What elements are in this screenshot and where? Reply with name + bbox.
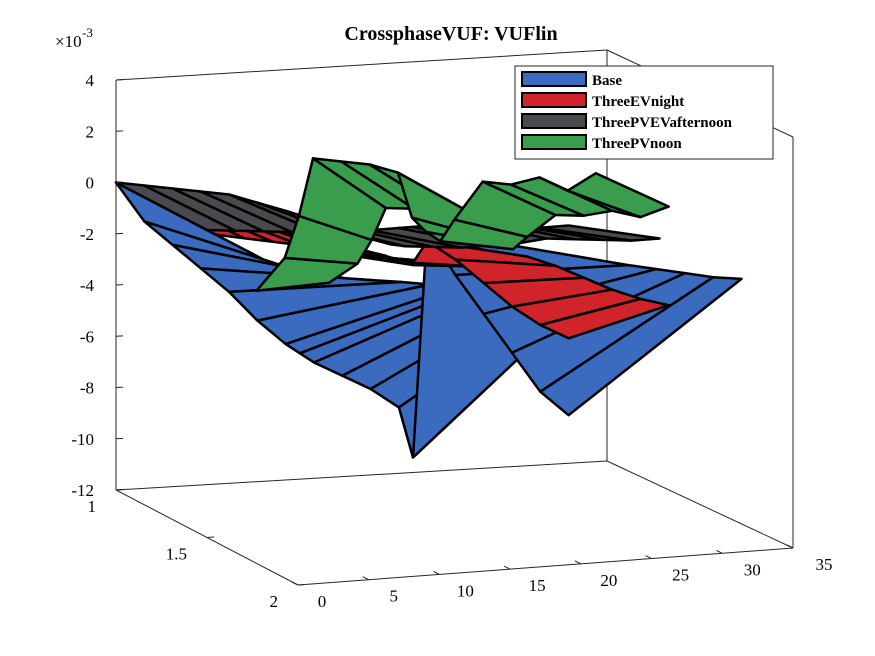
y-tick-label: 2	[270, 592, 279, 611]
x-tick-label: 20	[600, 571, 617, 590]
legend-swatch	[521, 113, 587, 129]
legend-label: ThreeEVnight	[592, 94, 684, 110]
legend-swatch	[521, 92, 587, 108]
z-tick-label: 2	[86, 122, 95, 141]
x-tick-label: 30	[744, 560, 761, 579]
surfaces-group	[114, 157, 743, 459]
legend-label: Base	[592, 73, 622, 89]
y-tick-label: 1	[88, 497, 97, 516]
z-tick-label: -6	[80, 327, 94, 346]
surface-facet	[539, 275, 743, 417]
z-tick-label: 0	[86, 174, 95, 193]
y-tick-label: 1.5	[166, 545, 187, 564]
x-tick-mark	[433, 570, 440, 575]
frame-back-top-left	[115, 49, 608, 81]
x-tick-labels: 0 5 10 15 20 25 30 35	[318, 555, 833, 611]
tick-marks	[115, 79, 794, 586]
legend-swatch	[521, 71, 587, 87]
x-tick-mark	[503, 565, 511, 570]
z-tick-label: 4	[86, 71, 95, 90]
x-tick-mark	[574, 560, 582, 565]
chart-title: CrossphaseVUF: VUFlin	[344, 23, 557, 45]
z-tick-labels: 4 2 0 -2 -4 -6 -8 -10 -12	[71, 71, 94, 500]
y-tick-mark	[115, 489, 124, 491]
legend-label: ThreePVnoon	[592, 136, 682, 152]
x-tick-mark	[362, 576, 369, 581]
legend: Base ThreeEVnight ThreePVEVafternoon ThreeP…	[514, 65, 774, 160]
x-tick-label: 10	[457, 581, 474, 600]
x-tick-label: 15	[529, 576, 546, 595]
z-tick-label: -8	[80, 379, 94, 398]
z-tick-label: -2	[80, 225, 94, 244]
x-tick-label: 35	[816, 555, 833, 574]
legend-swatch	[521, 134, 587, 150]
z-exponent-power: -3	[82, 25, 93, 40]
legend-label: ThreePVEVafternoon	[592, 115, 733, 131]
y-tick-mark	[206, 536, 215, 538]
frame-back-bottom-right	[606, 460, 794, 549]
frame-floor-front	[297, 547, 794, 586]
z-tick-label: -12	[71, 481, 94, 500]
x-tick-mark	[291, 581, 299, 586]
x-tick-mark	[645, 555, 652, 560]
z-tick-label: -10	[71, 430, 94, 449]
z-exponent-label: ×10	[55, 32, 82, 51]
x-tick-label: 5	[389, 587, 398, 606]
frame-back-bottom	[115, 460, 608, 491]
surface-facet	[566, 171, 670, 219]
y-tick-mark	[297, 584, 306, 586]
y-tick-labels: 11.52	[88, 497, 279, 611]
z-tick-label: -4	[80, 276, 95, 295]
surface-facet	[539, 224, 661, 242]
x-tick-mark	[786, 544, 794, 549]
surface-ThreePVnoon	[255, 157, 670, 293]
x-tick-label: 0	[318, 592, 327, 611]
x-tick-mark	[716, 549, 723, 554]
surface-facet	[539, 297, 670, 340]
x-tick-label: 25	[672, 566, 689, 585]
